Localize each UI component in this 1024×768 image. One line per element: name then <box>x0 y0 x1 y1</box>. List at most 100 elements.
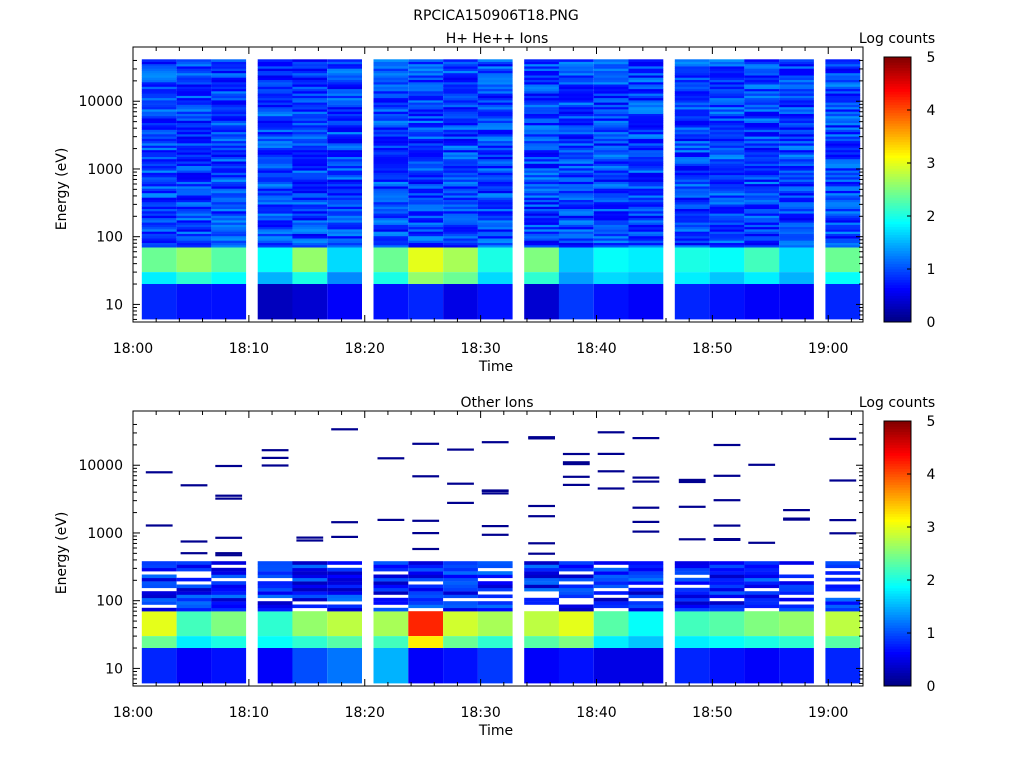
heatmap-cell <box>211 201 247 205</box>
heatmap-cell <box>524 59 559 62</box>
heatmap-cell <box>141 136 177 139</box>
heatmap-cell <box>477 70 513 74</box>
heatmap-cell <box>825 206 861 209</box>
heatmap-cell <box>674 61 710 65</box>
heatmap-cell <box>779 97 814 101</box>
heatmap-cell <box>783 509 810 512</box>
heatmap-cell <box>176 217 212 221</box>
heatmap-cell <box>443 224 478 228</box>
heatmap-cell <box>477 206 513 209</box>
heatmap-cell <box>558 134 594 137</box>
heatmap-cell <box>628 143 664 146</box>
heatmap-cell <box>709 109 745 112</box>
heatmap-cell <box>825 91 861 94</box>
heatmap-cell <box>558 594 594 599</box>
heatmap-cell <box>176 84 212 87</box>
heatmap-cell <box>327 604 362 609</box>
heatmap-cell <box>176 63 212 67</box>
heatmap-cell <box>628 208 664 212</box>
heatmap-cell <box>257 192 293 196</box>
colorbar-swatch <box>884 176 911 180</box>
heatmap-cell <box>593 561 629 565</box>
heatmap-cell <box>257 242 293 246</box>
heatmap-cell <box>477 88 513 92</box>
heatmap-cell <box>825 70 861 74</box>
heatmap-cell <box>628 79 664 83</box>
heatmap-cell <box>292 577 328 582</box>
heatmap-cell <box>176 272 212 284</box>
heatmap-cell <box>558 111 594 114</box>
heatmap-cell <box>176 129 212 133</box>
heatmap-cell <box>524 100 559 103</box>
heatmap-cell <box>292 106 328 110</box>
heatmap-cell <box>408 75 444 78</box>
heatmap-cell <box>593 206 629 209</box>
heatmap-cell <box>477 161 513 164</box>
heatmap-cell <box>593 113 629 117</box>
colorbar-swatch <box>884 508 911 512</box>
heatmap-cell <box>211 75 247 78</box>
heatmap-cell <box>327 168 362 171</box>
heatmap-cell <box>408 129 444 133</box>
heatmap-cell <box>292 122 328 126</box>
heatmap-cell <box>674 165 710 169</box>
heatmap-cell <box>327 77 362 80</box>
heatmap-cell <box>744 156 780 160</box>
heatmap-cell <box>408 66 444 69</box>
heatmap-cell <box>779 106 814 110</box>
heatmap-cell <box>709 152 745 155</box>
heatmap-cell <box>524 231 559 234</box>
heatmap-cell <box>257 104 293 108</box>
heatmap-cell <box>593 136 629 139</box>
heatmap-cell <box>443 211 478 214</box>
x-axis-ticks: 18:00 18:10 18:20 18:30 18:40 18:50 19:00 <box>113 47 852 357</box>
heatmap-cell <box>558 168 594 171</box>
heatmap-cell <box>408 584 444 589</box>
heatmap-cell <box>373 143 409 146</box>
heatmap-cell <box>477 143 513 146</box>
heatmap-cell <box>408 143 444 146</box>
heatmap-cell <box>176 147 212 151</box>
heatmap-cell <box>408 215 444 219</box>
heatmap-cell <box>176 240 212 243</box>
heatmap-cell <box>674 226 710 230</box>
colorbar-swatch <box>884 619 911 623</box>
colorbar-swatch <box>884 545 911 549</box>
heatmap-cell <box>408 183 444 187</box>
heatmap-cell <box>477 131 513 135</box>
heatmap-cell <box>481 533 509 536</box>
heatmap-cell <box>779 79 814 83</box>
colorbar-swatch <box>884 529 911 533</box>
heatmap-cell <box>825 93 861 96</box>
colorbar-swatch <box>884 123 911 127</box>
heatmap-cell <box>141 206 177 209</box>
heatmap-cell <box>141 86 177 90</box>
heatmap-cell <box>779 284 814 320</box>
heatmap-cell <box>176 601 212 605</box>
colorbar-swatch <box>884 487 911 491</box>
heatmap-cell <box>524 127 559 130</box>
heatmap-cell <box>327 597 362 602</box>
heatmap-cell <box>292 199 328 203</box>
colorbar-swatch <box>884 128 911 132</box>
heatmap-cell <box>524 211 559 214</box>
heatmap-cell <box>524 163 559 166</box>
heatmap-cell <box>408 601 444 605</box>
colorbar-swatch <box>884 593 911 597</box>
heatmap-cell <box>779 100 814 103</box>
heatmap-cell <box>176 577 212 582</box>
colorbar-swatch <box>884 67 911 71</box>
heatmap-cell <box>558 591 594 595</box>
heatmap-cell <box>709 147 745 151</box>
heatmap-cell <box>709 229 745 232</box>
heatmap-cell <box>709 93 745 96</box>
heatmap-cell <box>408 109 444 112</box>
heatmap-cell <box>674 129 710 133</box>
heatmap-cell <box>292 158 328 162</box>
heatmap-cell <box>327 201 362 205</box>
heatmap-cell <box>176 174 212 178</box>
colorbar-swatch <box>884 582 911 586</box>
heatmap-cell <box>141 211 177 214</box>
heatmap-cell <box>628 177 664 180</box>
heatmap-cell <box>825 63 861 67</box>
